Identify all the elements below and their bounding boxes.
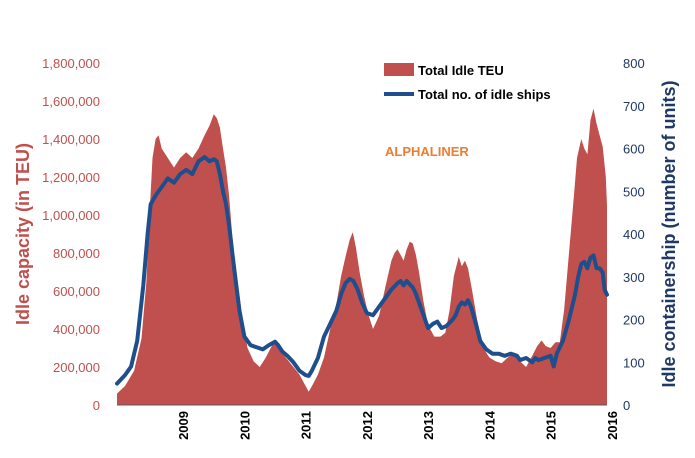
left-axis: 0 200,000 400,000 600,000 800,000 1,000,000 1,…	[42, 56, 100, 413]
left-tick-label: 0	[93, 398, 100, 413]
right-tick-label: 800	[623, 56, 645, 71]
left-tick-label: 1,400,000	[42, 132, 100, 147]
left-tick-label: 600,000	[53, 284, 100, 299]
left-tick-label: 400,000	[53, 322, 100, 337]
left-tick-label: 1,800,000	[42, 56, 100, 71]
legend: Total Idle TEU Total no. of idle ships	[384, 63, 551, 102]
legend-label-area: Total Idle TEU	[418, 63, 504, 78]
left-tick-label: 200,000	[53, 360, 100, 375]
legend-swatch-area	[384, 63, 414, 76]
right-tick-label: 300	[623, 270, 645, 285]
x-tick-label: 2009	[176, 411, 191, 440]
right-axis: 0 100 200 300 400 500 600 700 800	[623, 56, 645, 413]
x-tick-label: 2012	[360, 411, 375, 440]
right-tick-label: 400	[623, 227, 645, 242]
left-axis-title: Idle capacity (in TEU)	[13, 143, 33, 325]
right-tick-label: 100	[623, 355, 645, 370]
left-tick-label: 1,600,000	[42, 94, 100, 109]
right-tick-label: 700	[623, 99, 645, 114]
alphaliner-annotation: ALPHALINER	[385, 144, 469, 159]
plot-area	[115, 108, 609, 405]
left-tick-label: 1,200,000	[42, 170, 100, 185]
legend-label-line: Total no. of idle ships	[418, 87, 551, 102]
series-total-idle-teu-area	[117, 108, 607, 405]
left-tick-label: 800,000	[53, 246, 100, 261]
left-tick-label: 1,000,000	[42, 208, 100, 223]
x-tick-label: 2014	[482, 410, 497, 440]
series-idle-ships-line	[115, 155, 609, 386]
x-tick-label: 2016	[605, 411, 620, 440]
right-tick-label: 600	[623, 142, 645, 157]
x-axis: 2009 2010 2011 2012 2013 2014 2015 2016	[176, 410, 620, 440]
x-tick-label: 2010	[237, 411, 252, 440]
x-tick-label: 2011	[299, 411, 314, 439]
right-tick-label: 0	[623, 398, 630, 413]
right-axis-title: Idle containership (number of units)	[659, 80, 679, 387]
right-tick-label: 500	[623, 184, 645, 199]
x-tick-label: 2013	[421, 411, 436, 440]
right-tick-label: 200	[623, 313, 645, 328]
x-tick-label: 2015	[544, 411, 559, 440]
